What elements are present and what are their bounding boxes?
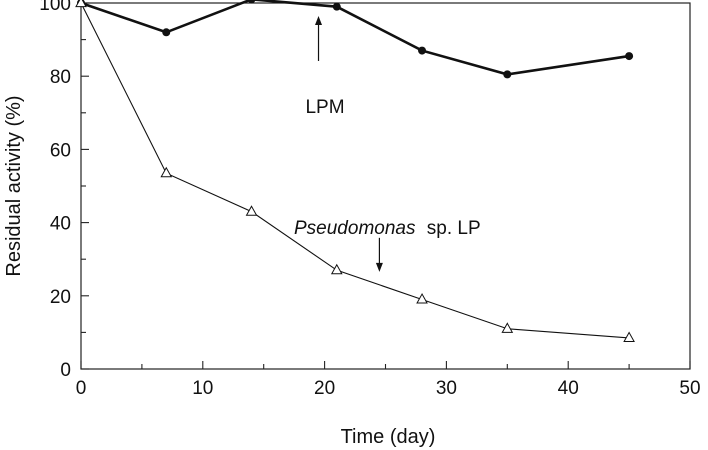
plot-frame — [80, 2, 691, 370]
x-tick-label: 0 — [76, 378, 87, 399]
annotation-lpm-arrowhead — [315, 15, 323, 25]
series-lines — [80, 0, 630, 339]
annotation-lpm-label: LPM — [305, 97, 344, 118]
data-point-lpm — [503, 70, 512, 79]
series-line-pseudomonas — [80, 2, 630, 339]
data-point-lpm — [625, 52, 634, 61]
data-point-lpm — [162, 28, 171, 37]
data-point-lpm — [247, 0, 256, 4]
y-tick-label: 40 — [50, 214, 71, 235]
x-tick-label: 50 — [679, 378, 700, 399]
annotation-pseudomonas: Pseudomonas sp. LP — [294, 218, 481, 272]
annotation-pseudomonas-label: Pseudomonas sp. LP — [294, 218, 481, 239]
annotation-pseudomonas-arrowhead — [375, 262, 383, 272]
x-axis-label: Time (day) — [341, 426, 436, 448]
data-point-pseudomonas — [330, 263, 343, 275]
data-point-pseudomonas — [160, 166, 173, 178]
data-point-lpm — [418, 46, 427, 55]
x-tick-label: 20 — [314, 378, 335, 399]
series-line-lpm — [80, 0, 630, 76]
data-point-pseudomonas — [623, 331, 635, 342]
axis-ticks: 0 10 20 30 40 50 0 20 40 60 80 100 — [39, 0, 700, 399]
annotation-lpm: LPM — [305, 15, 345, 118]
series-markers — [75, 0, 635, 342]
annotation-pseudomonas-rest: sp. LP — [427, 218, 481, 239]
data-point-pseudomonas — [416, 293, 428, 304]
data-point-lpm — [332, 2, 341, 11]
data-point-pseudomonas — [245, 205, 258, 216]
x-tick-label: 40 — [558, 378, 579, 399]
y-tick-label: 20 — [50, 287, 71, 308]
data-point-pseudomonas — [75, 0, 87, 8]
x-tick-label: 30 — [436, 378, 457, 399]
y-tick-label: 0 — [60, 360, 71, 381]
y-tick-label: 80 — [50, 67, 71, 88]
y-tick-label: 100 — [39, 0, 71, 15]
x-tick-label: 10 — [192, 378, 213, 399]
data-point-pseudomonas — [501, 322, 514, 333]
annotation-pseudomonas-italic: Pseudomonas — [294, 218, 416, 239]
y-axis-label: Residual activity (%) — [3, 95, 25, 276]
y-tick-label: 60 — [50, 140, 71, 161]
